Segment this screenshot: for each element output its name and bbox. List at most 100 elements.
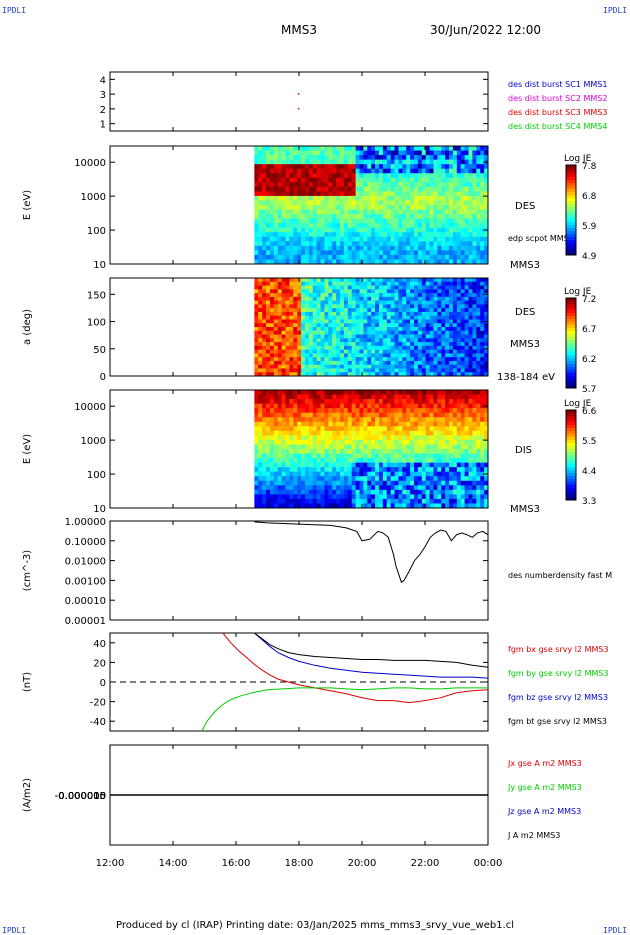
- spectrogram-cell: [418, 304, 422, 308]
- spectrogram-cell: [375, 476, 379, 481]
- spectrogram-cell: [297, 472, 301, 477]
- spectrogram-cell: [270, 435, 274, 440]
- spectrogram-cell: [371, 390, 375, 395]
- spectrogram-cell: [286, 223, 290, 228]
- spectrogram-cell: [465, 454, 469, 459]
- spectrogram-cell: [313, 250, 317, 255]
- spectrogram-cell: [422, 350, 426, 354]
- spectrogram-cell: [313, 214, 317, 219]
- dis-energy-colorbar-segment: [566, 437, 576, 441]
- spectrogram-cell: [309, 146, 313, 151]
- spectrogram-cell: [398, 365, 402, 369]
- des-energy-colorbar-segment: [566, 222, 576, 226]
- spectrogram-cell: [313, 182, 317, 187]
- spectrogram-cell: [453, 293, 457, 297]
- spectrogram-cell: [465, 431, 469, 436]
- spectrogram-cell: [449, 232, 453, 237]
- spectrogram-cell: [344, 191, 348, 196]
- spectrogram-cell: [395, 228, 399, 233]
- spectrogram-cell: [266, 431, 270, 436]
- spectrogram-cell: [426, 228, 430, 233]
- spectrogram-cell: [453, 237, 457, 242]
- spectrogram-cell: [469, 200, 473, 205]
- spectrogram-cell: [360, 463, 364, 468]
- spectrogram-cell: [301, 327, 305, 331]
- spectrogram-cell: [262, 499, 266, 504]
- spectrogram-cell: [309, 187, 313, 192]
- spectrogram-cell: [461, 210, 465, 215]
- dis-energy-colorbar-segment: [566, 434, 576, 438]
- spectrogram-cell: [449, 286, 453, 290]
- spectrogram-cell: [340, 297, 344, 301]
- des-pitch-bottom-label: 138-184 eV: [497, 372, 555, 383]
- spectrogram-cell: [332, 308, 336, 312]
- spectrogram-cell: [352, 312, 356, 316]
- spectrogram-cell: [313, 323, 317, 327]
- spectrogram-cell: [441, 241, 445, 246]
- spectrogram-cell: [430, 454, 434, 459]
- spectrogram-cell: [254, 255, 258, 260]
- spectrogram-cell: [324, 335, 328, 339]
- spectrogram-cell: [430, 228, 434, 233]
- spectrogram-cell: [270, 327, 274, 331]
- spectrogram-cell: [430, 368, 434, 372]
- spectrogram-cell: [336, 494, 340, 499]
- spectrogram-cell: [465, 458, 469, 463]
- spectrogram-cell: [453, 368, 457, 372]
- spectrogram-cell: [286, 365, 290, 369]
- spectrogram-cell: [472, 467, 476, 472]
- spectrogram-cell: [480, 200, 484, 205]
- spectrogram-cell: [395, 353, 399, 357]
- spectrogram-cell: [254, 338, 258, 342]
- spectrogram-cell: [301, 250, 305, 255]
- spectrogram-cell: [317, 182, 321, 187]
- spectrogram-cell: [328, 335, 332, 339]
- spectrogram-cell: [348, 368, 352, 372]
- spectrogram-cell: [301, 431, 305, 436]
- spectrogram-cell: [469, 297, 473, 301]
- spectrogram-cell: [289, 463, 293, 468]
- spectrogram-cell: [449, 246, 453, 251]
- spectrogram-cell: [410, 301, 414, 305]
- spectrogram-cell: [297, 151, 301, 156]
- dis-energy-y-tick-label: 1000: [81, 436, 106, 447]
- spectrogram-cell: [437, 169, 441, 174]
- spectrogram-cell: [375, 237, 379, 242]
- spectrogram-cell: [371, 316, 375, 320]
- spectrogram-cell: [328, 200, 332, 205]
- spectrogram-cell: [309, 286, 313, 290]
- spectrogram-cell: [309, 357, 313, 361]
- spectrogram-cell: [328, 454, 332, 459]
- spectrogram-cell: [301, 357, 305, 361]
- spectrogram-cell: [282, 282, 286, 286]
- spectrogram-cell: [344, 223, 348, 228]
- spectrogram-cell: [465, 282, 469, 286]
- spectrogram-cell: [410, 408, 414, 413]
- spectrogram-cell: [476, 278, 480, 282]
- spectrogram-cell: [356, 390, 360, 395]
- spectrogram-cell: [297, 422, 301, 427]
- spectrogram-cell: [332, 278, 336, 282]
- spectrogram-cell: [270, 169, 274, 174]
- spectrogram-cell: [472, 458, 476, 463]
- spectrogram-cell: [367, 449, 371, 454]
- spectrogram-cell: [254, 237, 258, 242]
- spectrogram-cell: [391, 282, 395, 286]
- des-energy-colorbar-segment: [566, 177, 576, 181]
- spectrogram-cell: [262, 250, 266, 255]
- spectrogram-cell: [433, 440, 437, 445]
- spectrogram-cell: [286, 160, 290, 165]
- dis-energy-colorbar-tick-label: 4.4: [582, 467, 597, 477]
- spectrogram-cell: [441, 463, 445, 468]
- spectrogram-cell: [379, 422, 383, 427]
- spectrogram-cell: [282, 286, 286, 290]
- spectrogram-cell: [449, 476, 453, 481]
- spectrogram-cell: [472, 431, 476, 436]
- spectrogram-cell: [387, 357, 391, 361]
- spectrogram-cell: [363, 255, 367, 260]
- spectrogram-cell: [437, 223, 441, 228]
- spectrogram-cell: [469, 316, 473, 320]
- spectrogram-cell: [457, 361, 461, 365]
- spectrogram-cell: [297, 335, 301, 339]
- spectrogram-cell: [332, 454, 336, 459]
